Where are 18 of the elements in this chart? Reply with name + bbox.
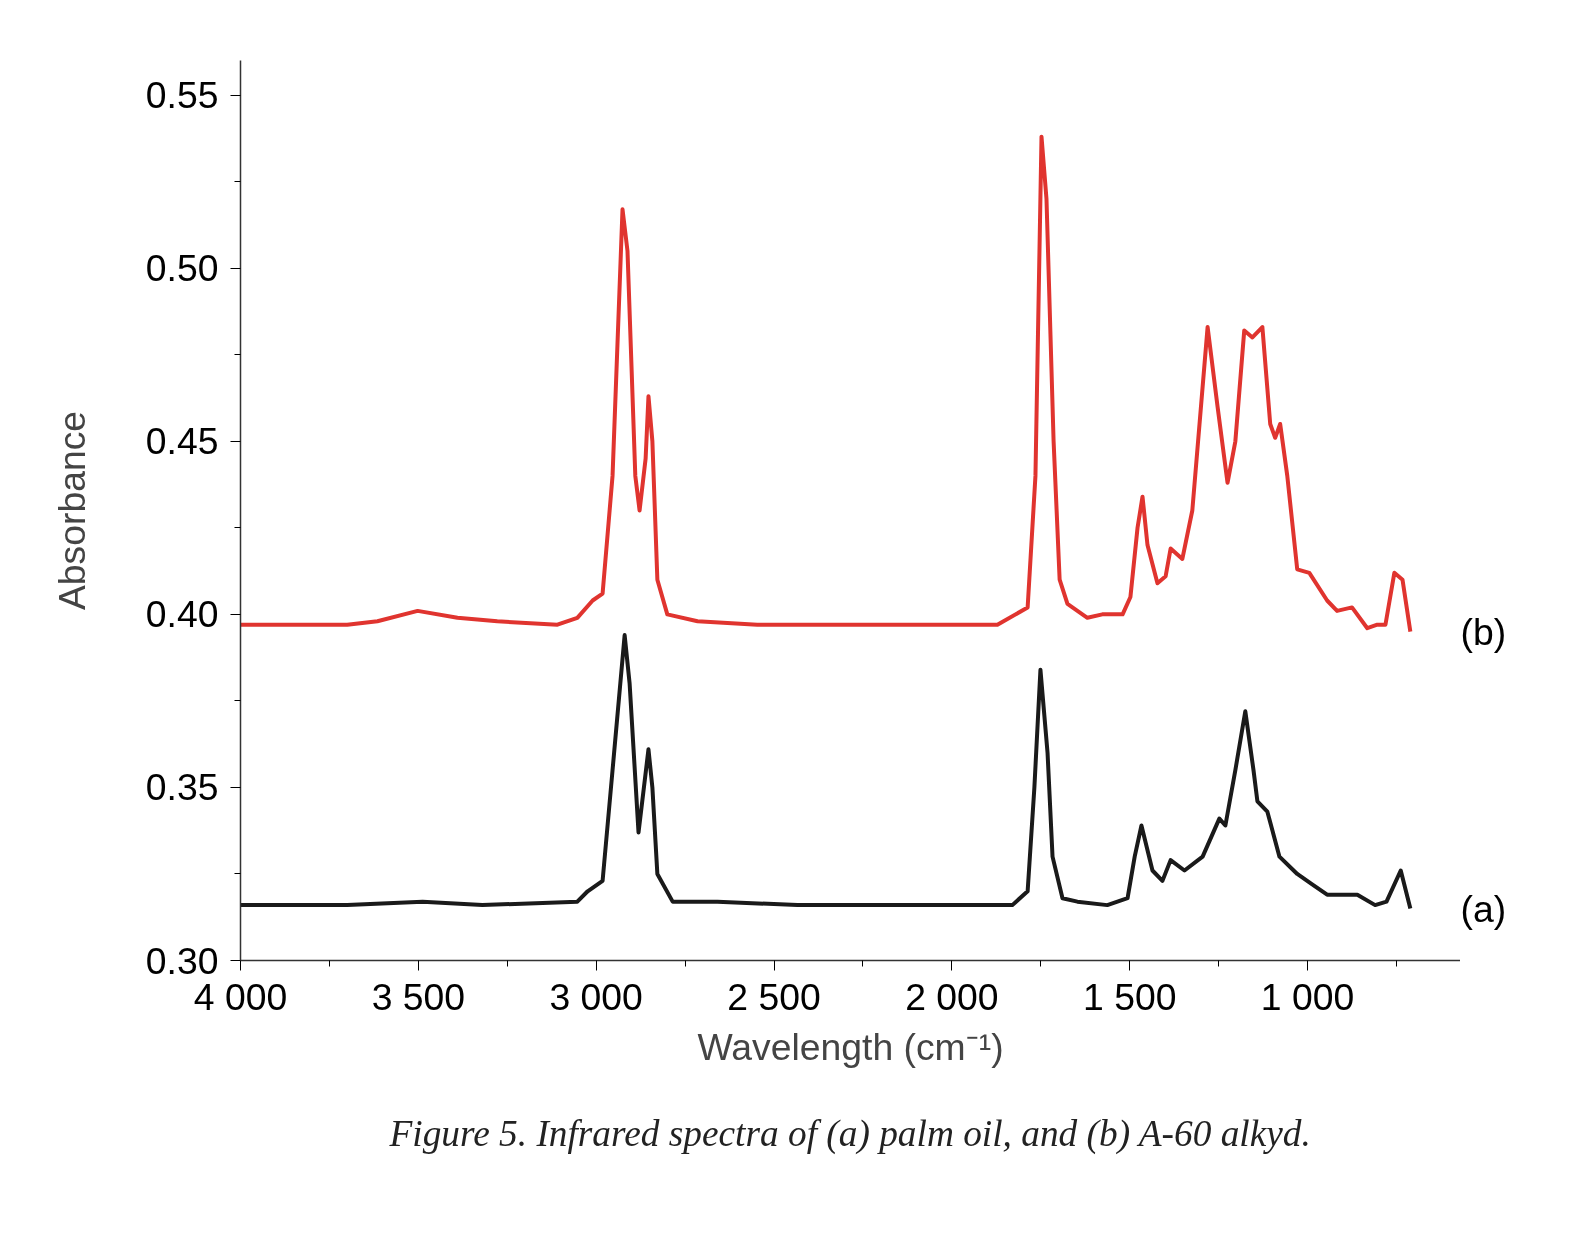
series-label: (b)	[1460, 610, 1507, 653]
y-tick-label: 0.35	[145, 766, 219, 809]
line-series	[240, 134, 1413, 634]
caption: Figure 5. Infrared spectra of (a) palm oil, and (b) A-60 alkyd.	[388, 1112, 1311, 1155]
x-tick-label: 3 500	[371, 975, 466, 1018]
x-tick-label: 3 000	[549, 975, 643, 1018]
y-axis-title: Absorbance	[50, 410, 93, 611]
x-tick-label: 1 000	[1260, 975, 1355, 1018]
x-tick-label: 1 500	[1083, 975, 1177, 1018]
x-axis-title: Wavelength (cm⁻¹)	[697, 1025, 1004, 1068]
line-series	[240, 633, 1413, 911]
x-tick-label: 2 500	[727, 975, 821, 1018]
series-label: (a)	[1460, 887, 1507, 930]
y-tick-label: 0.50	[145, 247, 219, 290]
y-tick-label: 0.55	[145, 74, 219, 117]
y-tick-label: 0.40	[145, 593, 219, 636]
y-tick-label: 0.45	[145, 420, 219, 463]
x-tick-label: 2 000	[905, 975, 999, 1018]
